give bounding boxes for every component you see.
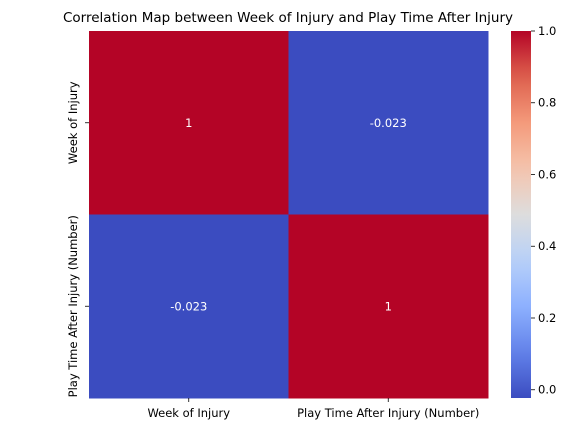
y-tick-label-week-of-injury: Week of Injury xyxy=(66,81,80,164)
cell-value-label: 1 xyxy=(385,299,392,313)
x-axis: Week of Injury Play Time After Injury (Nu… xyxy=(147,398,479,420)
heatmap-cell-labels: 1 -0.023 -0.023 1 xyxy=(170,116,407,314)
colorbar-gradient xyxy=(511,31,531,398)
y-axis: Week of Injury Play Time After Injury (Nu… xyxy=(66,81,89,397)
x-tick-label-play-time-after-injury-number: Play Time After Injury (Number) xyxy=(297,406,479,420)
heatmap-cells xyxy=(89,31,489,399)
chart-title: Correlation Map between Week of Injury a… xyxy=(63,10,513,26)
colorbar-tick-label: 0.2 xyxy=(538,311,556,325)
colorbar: 0.0 0.2 0.4 0.6 0.8 1.0 xyxy=(511,24,556,398)
heatmap-cell-r0-c0 xyxy=(89,31,289,215)
cell-value-label: -0.023 xyxy=(370,116,407,130)
colorbar-tick-label: 1.0 xyxy=(538,24,556,38)
y-tick-label-play-time-after-injury-number: Play Time After Injury (Number) xyxy=(66,215,80,397)
colorbar-tick-label: 0.8 xyxy=(538,96,556,110)
heatmap-cell-r0-c1 xyxy=(288,31,489,215)
colorbar-tick-label: 0.0 xyxy=(538,383,556,397)
colorbar-tick-label: 0.4 xyxy=(538,239,556,253)
cell-value-label: 1 xyxy=(185,116,192,130)
colorbar-tick-label: 0.6 xyxy=(538,167,556,181)
heatmap-cell-r1-c1 xyxy=(288,214,489,399)
cell-value-label: -0.023 xyxy=(170,299,207,313)
x-tick-label-week-of-injury: Week of Injury xyxy=(147,406,230,420)
heatmap-cell-r1-c0 xyxy=(89,214,289,399)
